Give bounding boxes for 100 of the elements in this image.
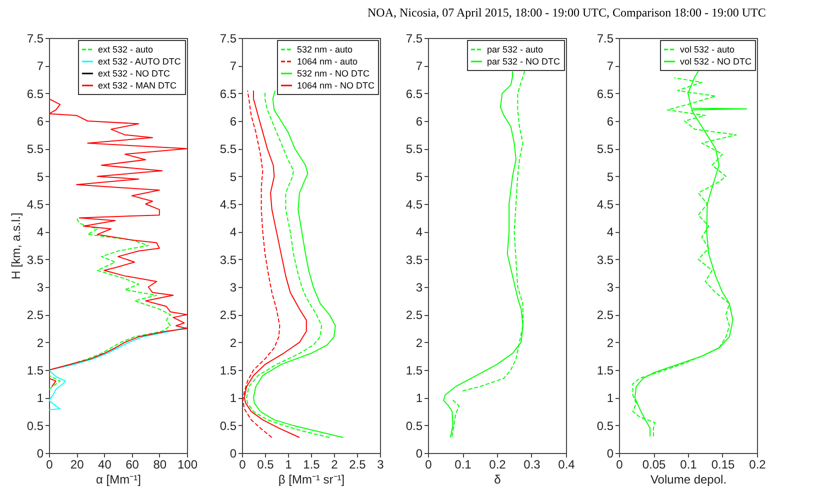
y-tick-label: 5 xyxy=(36,170,44,184)
x-tick-label: 0.1 xyxy=(454,458,472,472)
line-series xyxy=(244,90,307,438)
x-tick-label: 60 xyxy=(126,458,140,472)
y-tick-label: 3.5 xyxy=(596,252,614,267)
legend-label: ext 532 - NO DTC xyxy=(98,68,171,78)
x-tick-label: 0.3 xyxy=(524,458,541,472)
y-tick-label: 0 xyxy=(416,446,423,460)
line-series xyxy=(49,217,171,390)
y-tick-label: 5 xyxy=(230,170,237,184)
y-tick-label: 4.5 xyxy=(406,198,423,212)
legend-label: vol 532 - auto xyxy=(680,44,735,54)
y-tick-label: 6 xyxy=(606,114,614,128)
y-tick-label: 7.5 xyxy=(596,32,614,46)
y-tick-label: 6.5 xyxy=(406,86,423,101)
y-tick-label: 4 xyxy=(36,225,44,240)
y-tick-label: 7 xyxy=(606,59,614,74)
y-tick-label: 0 xyxy=(230,446,237,460)
y-tick-label: 4.5 xyxy=(26,198,44,212)
y-axis-title: H [km, a.s.l.] xyxy=(8,212,23,280)
y-tick-label: 6.5 xyxy=(596,86,614,101)
x-tick-label: 40 xyxy=(98,458,112,472)
y-tick-label: 3.5 xyxy=(220,252,237,267)
y-tick-label: 6 xyxy=(416,114,423,128)
y-tick-label: 6.5 xyxy=(26,86,44,101)
y-tick-label: 7.5 xyxy=(220,32,237,46)
y-tick-label: 3 xyxy=(230,280,237,294)
legend-label: 532 nm - auto xyxy=(297,44,353,54)
y-tick-label: 0.5 xyxy=(406,418,423,433)
x-tick-label: 1.5 xyxy=(303,458,320,472)
y-tick-label: 5.5 xyxy=(26,142,44,156)
y-tick-label: 7.5 xyxy=(26,32,44,46)
y-tick-label: 5.5 xyxy=(596,142,614,156)
x-tick-label: 80 xyxy=(153,458,167,472)
y-tick-label: 4 xyxy=(606,225,614,240)
legend-label: par 532 - NO DTC xyxy=(487,56,561,66)
y-tick-label: 0 xyxy=(36,446,44,460)
chart-title: NOA, Nicosia, 07 April 2015, 18:00 - 19:00 UTC, Comparison 18:00 - 19:00 UTC xyxy=(368,6,766,20)
x-tick-label: 0.05 xyxy=(642,458,666,472)
y-tick-label: 1 xyxy=(36,391,44,406)
y-tick-label: 6.5 xyxy=(220,86,237,101)
y-tick-label: 1.5 xyxy=(220,364,237,378)
y-tick-label: 0.5 xyxy=(220,418,237,433)
legend-label: par 532 - auto xyxy=(487,44,544,54)
x-axis-title: δ xyxy=(494,472,502,486)
y-tick-label: 1.5 xyxy=(406,364,423,378)
y-tick-label: 4.5 xyxy=(220,198,237,212)
x-tick-label: 100 xyxy=(177,458,198,472)
x-tick-label: 0.15 xyxy=(711,458,735,472)
y-tick-label: 3.5 xyxy=(26,252,44,267)
y-tick-label: 0.5 xyxy=(26,418,44,433)
y-tick-label: 1 xyxy=(606,391,614,406)
x-tick-label: 1 xyxy=(285,458,292,472)
y-tick-label: 2.5 xyxy=(220,308,237,322)
y-tick-label: 7 xyxy=(36,59,44,74)
line-series xyxy=(49,98,187,388)
y-tick-label: 2 xyxy=(416,336,423,350)
legend-label: ext 532 - AUTO DTC xyxy=(98,56,182,66)
x-axis-title: β [Mm⁻¹ sr⁻¹] xyxy=(278,472,345,486)
x-tick-label: 2.5 xyxy=(349,458,366,472)
y-tick-label: 7 xyxy=(416,59,423,74)
x-axis-title: Volume depol. xyxy=(650,472,727,486)
y-tick-label: 4 xyxy=(416,225,423,240)
y-tick-label: 3.5 xyxy=(406,252,423,267)
x-tick-label: 0 xyxy=(616,458,624,472)
y-tick-label: 2 xyxy=(606,336,614,350)
y-tick-label: 7 xyxy=(230,59,237,74)
y-tick-label: 2 xyxy=(36,336,44,350)
x-axis-title: α [Mm⁻¹] xyxy=(96,472,141,486)
x-tick-label: 3 xyxy=(377,458,384,472)
y-tick-label: 1.5 xyxy=(596,364,614,378)
y-tick-label: 1 xyxy=(230,391,237,406)
y-tick-label: 3 xyxy=(416,280,423,294)
y-tick-label: 3 xyxy=(606,280,614,294)
y-tick-label: 0 xyxy=(606,446,614,460)
y-tick-label: 2 xyxy=(230,336,237,350)
y-tick-label: 6 xyxy=(230,114,237,128)
x-tick-label: 2 xyxy=(331,458,338,472)
x-tick-label: 20 xyxy=(70,458,84,472)
y-tick-label: 5.5 xyxy=(220,142,237,156)
x-tick-label: 0 xyxy=(425,458,432,472)
y-tick-label: 7.5 xyxy=(406,32,423,46)
x-tick-label: 0.2 xyxy=(749,458,766,472)
x-tick-label: 0.5 xyxy=(257,458,274,472)
legend-label: 1064 nm - auto xyxy=(297,56,358,66)
y-tick-label: 1 xyxy=(416,391,423,406)
x-tick-label: 0 xyxy=(46,458,54,472)
y-tick-label: 4 xyxy=(230,225,237,240)
y-tick-label: 2.5 xyxy=(596,308,614,322)
line-series xyxy=(49,326,187,410)
y-tick-label: 4.5 xyxy=(596,198,614,212)
y-tick-label: 2.5 xyxy=(26,308,44,322)
x-tick-label: 0 xyxy=(239,458,246,472)
y-tick-label: 1.5 xyxy=(26,364,44,378)
legend-label: 532 nm - NO DTC xyxy=(297,68,370,78)
y-tick-label: 5 xyxy=(416,170,423,184)
legend-label: ext 532 - MAN DTC xyxy=(98,80,178,90)
y-tick-label: 5.5 xyxy=(406,142,423,156)
legend-label: ext 532 - auto xyxy=(98,44,154,54)
x-tick-label: 0.1 xyxy=(680,458,698,472)
